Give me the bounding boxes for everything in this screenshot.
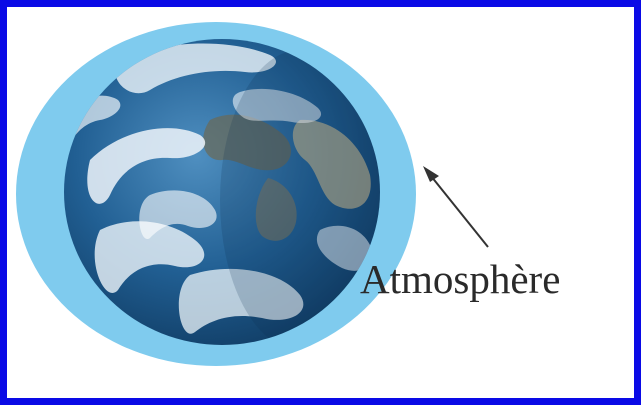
- pointer-arrow-icon: [423, 166, 489, 248]
- atmosphere-label: Atmosphère: [360, 256, 560, 302]
